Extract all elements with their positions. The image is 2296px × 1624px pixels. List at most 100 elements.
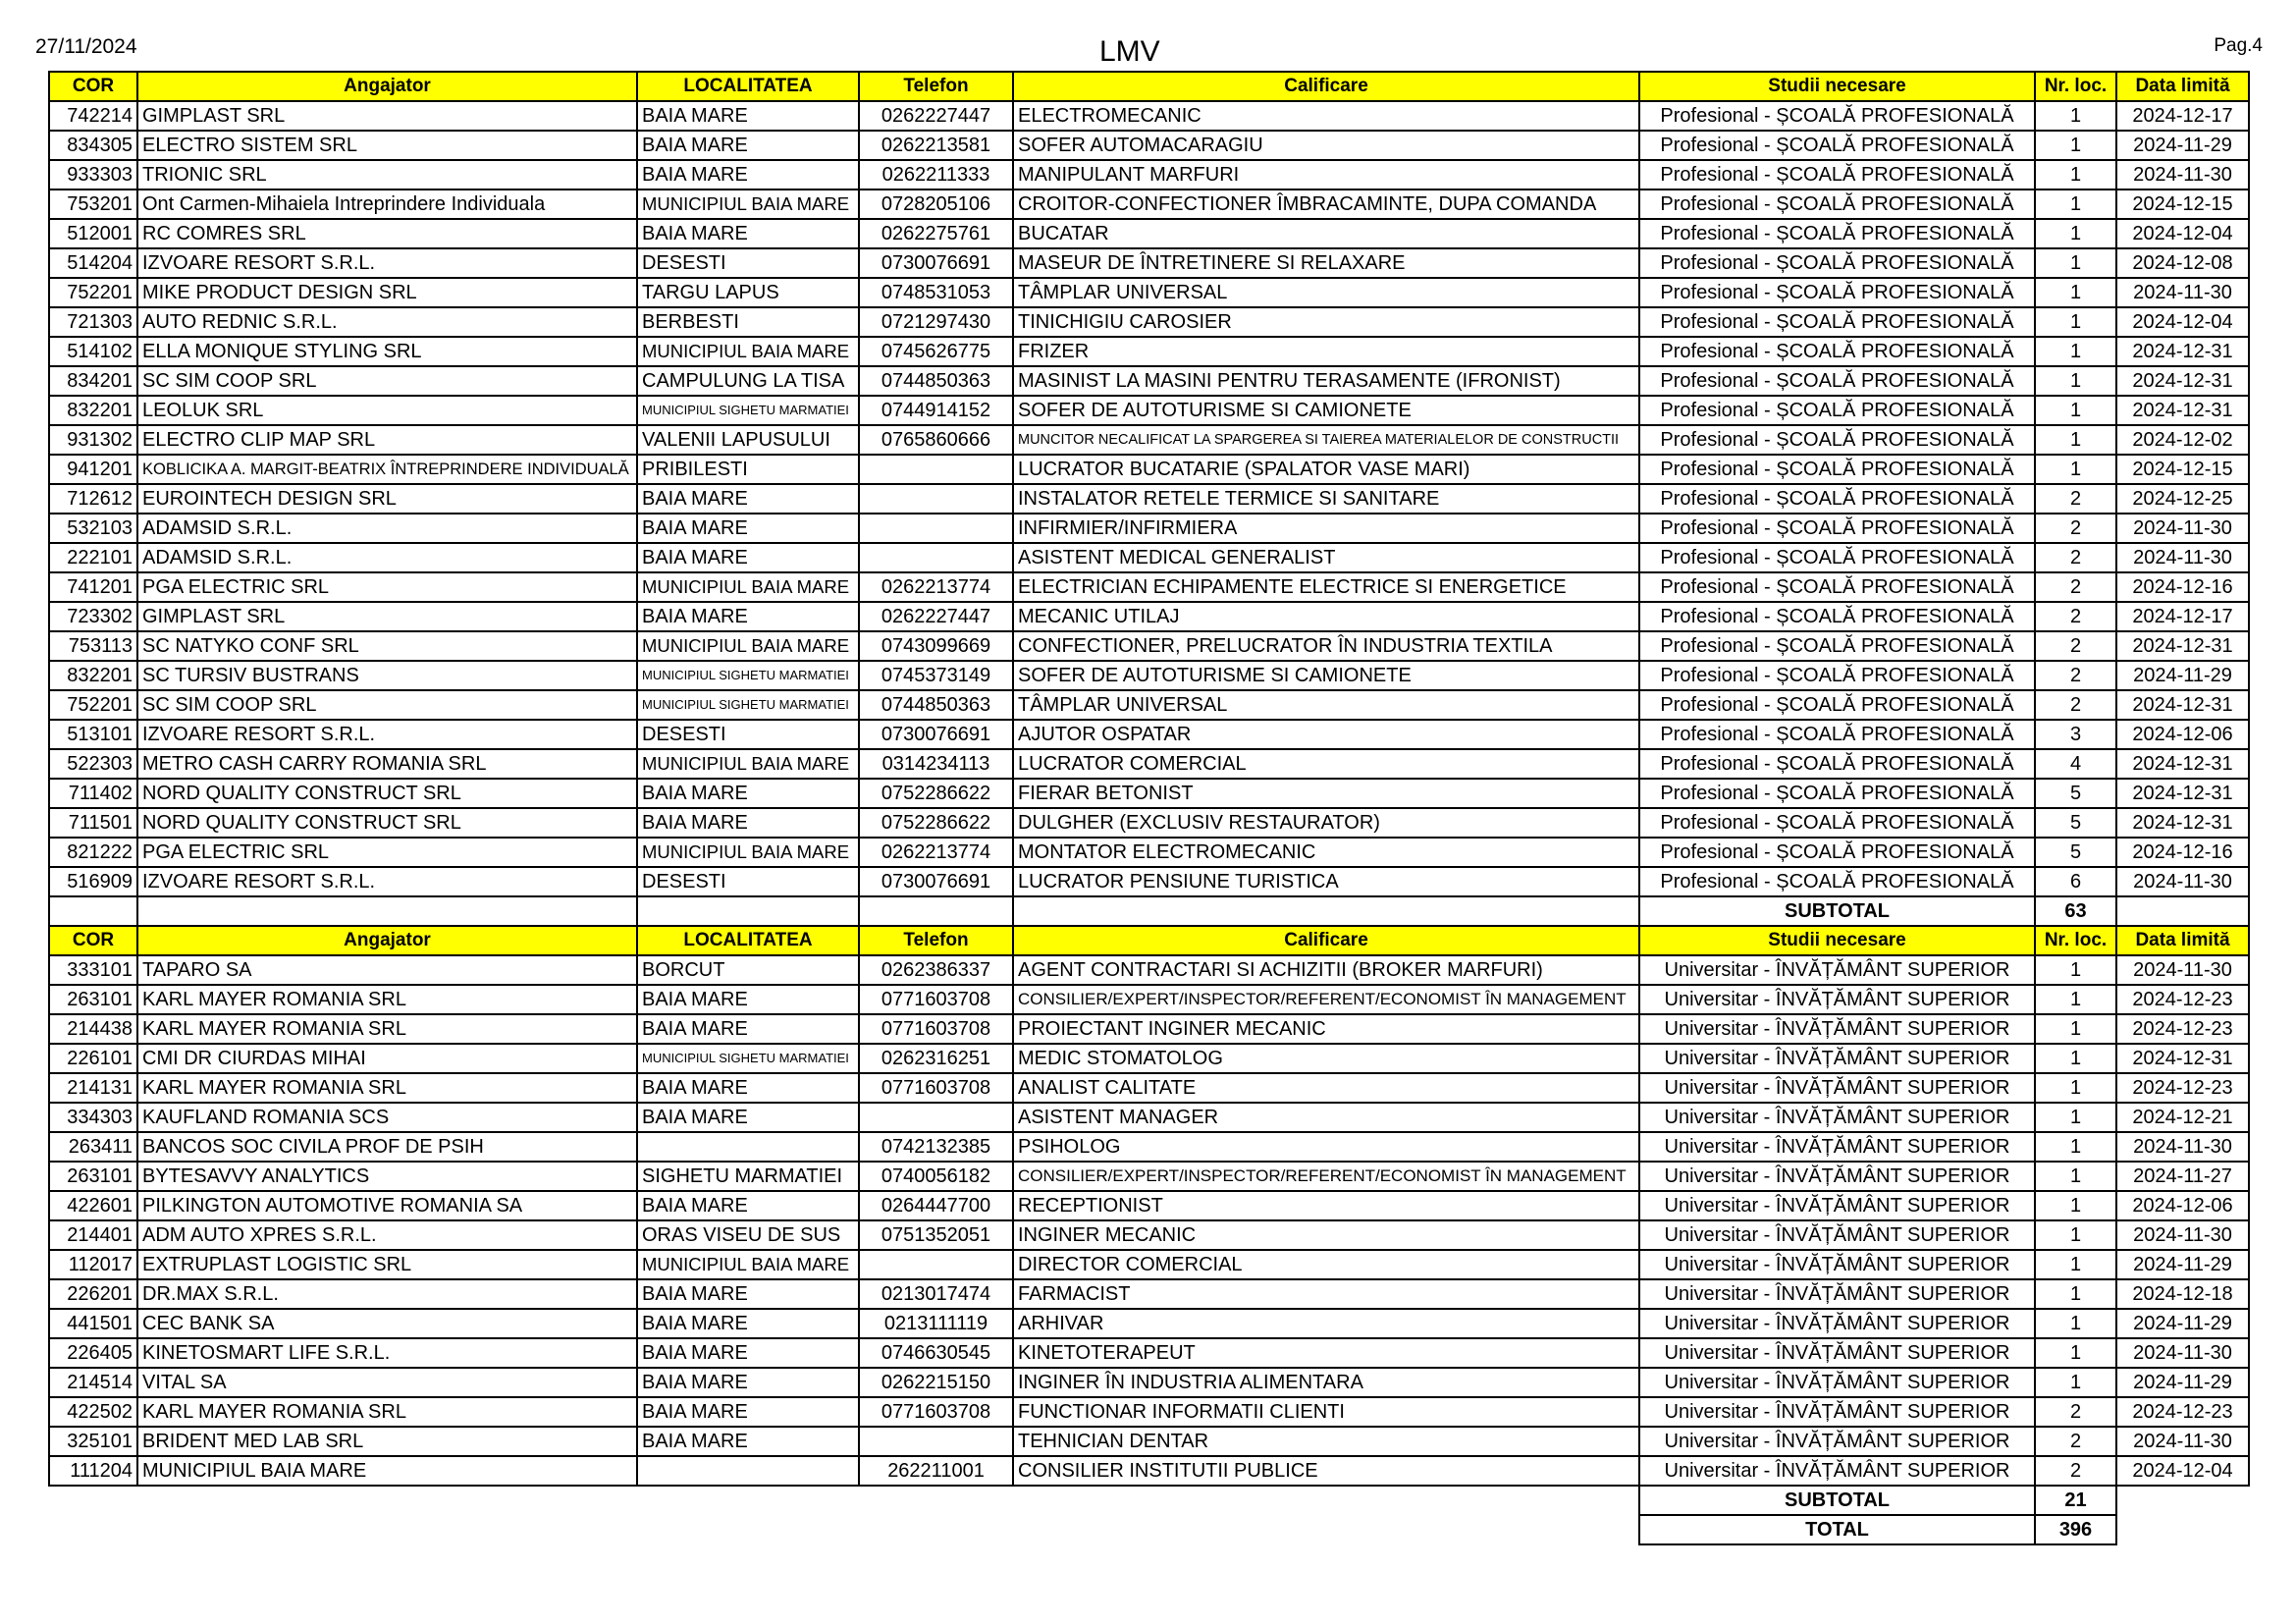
studies-cell: Profesional - ȘCOALĂ PROFESIONALĂ bbox=[1638, 719, 2036, 750]
column-header-deadline: Data limită bbox=[2115, 925, 2250, 956]
employer-cell: KARL MAYER ROMANIA SRL bbox=[136, 1072, 638, 1104]
phone-cell bbox=[858, 1249, 1014, 1280]
qualification-cell: INGINER MECANIC bbox=[1012, 1219, 1640, 1251]
cor-cell: 752201 bbox=[48, 277, 138, 308]
studies-cell: Profesional - ȘCOALĂ PROFESIONALĂ bbox=[1638, 660, 2036, 691]
table-row: 753113 SC NATYKO CONF SRL MUNICIPIUL BAIA … bbox=[48, 630, 2250, 662]
positions-cell: 1 bbox=[2034, 159, 2117, 190]
deadline-cell: 2024-11-27 bbox=[2115, 1161, 2250, 1192]
empty-cell bbox=[137, 1486, 637, 1515]
qualification-cell: LUCRATOR BUCATARIE (SPALATOR VASE MARI) bbox=[1012, 454, 1640, 485]
empty-cell bbox=[636, 895, 860, 927]
phone-cell: 0744850363 bbox=[858, 365, 1014, 397]
qualification-cell: TEHNICIAN DENTAR bbox=[1012, 1426, 1640, 1457]
studies-cell: Universitar - ÎNVĂȚĂMÂNT SUPERIOR bbox=[1638, 1102, 2036, 1133]
locality-cell: BAIA MARE bbox=[636, 601, 860, 632]
column-header-phone: Telefon bbox=[858, 71, 1014, 102]
cor-cell: 834201 bbox=[48, 365, 138, 397]
table-row: 753201 Ont Carmen-Mihaiela Intreprindere … bbox=[48, 189, 2250, 220]
locality-cell: MUNICIPIUL BAIA MARE bbox=[636, 189, 860, 220]
phone-cell bbox=[858, 1426, 1014, 1457]
employer-cell: MUNICIPIUL BAIA MARE bbox=[136, 1455, 638, 1487]
positions-cell: 1 bbox=[2034, 1367, 2117, 1398]
qualification-cell: FARMACIST bbox=[1012, 1278, 1640, 1310]
qualification-cell: TINICHIGIU CAROSIER bbox=[1012, 306, 1640, 338]
studies-cell: Profesional - ȘCOALĂ PROFESIONALĂ bbox=[1638, 306, 2036, 338]
empty-cell bbox=[48, 895, 138, 927]
deadline-cell: 2024-12-23 bbox=[2115, 1396, 2250, 1428]
studies-cell: Universitar - ÎNVĂȚĂMÂNT SUPERIOR bbox=[1638, 1308, 2036, 1339]
qualification-cell: ASISTENT MANAGER bbox=[1012, 1102, 1640, 1133]
phone-cell: 0771603708 bbox=[858, 1072, 1014, 1104]
column-header-locality: LOCALITATEA bbox=[636, 925, 860, 956]
locality-cell: BAIA MARE bbox=[636, 100, 860, 132]
positions-cell: 1 bbox=[2034, 424, 2117, 456]
studies-cell: Universitar - ÎNVĂȚĂMÂNT SUPERIOR bbox=[1638, 1455, 2036, 1487]
column-header-phone: Telefon bbox=[858, 925, 1014, 956]
vacancies-table: COR Angajator LOCALITATEA Telefon Calificare… bbox=[48, 71, 2250, 1545]
studies-cell: Universitar - ÎNVĂȚĂMÂNT SUPERIOR bbox=[1638, 1043, 2036, 1074]
table-row: 514204 IZVOARE RESORT S.R.L. DESESTI 073007… bbox=[48, 247, 2250, 279]
positions-cell: 6 bbox=[2034, 866, 2117, 897]
empty-cell bbox=[637, 1486, 859, 1515]
phone-cell: 0752286622 bbox=[858, 807, 1014, 839]
column-header-employer: Angajator bbox=[136, 925, 638, 956]
deadline-cell: 2024-12-31 bbox=[2115, 365, 2250, 397]
positions-cell: 2 bbox=[2034, 513, 2117, 544]
deadline-cell: 2024-12-31 bbox=[2115, 807, 2250, 839]
phone-cell: 262211001 bbox=[858, 1455, 1014, 1487]
studies-cell: Universitar - ÎNVĂȚĂMÂNT SUPERIOR bbox=[1638, 1190, 2036, 1221]
table-row: 741201 PGA ELECTRIC SRL MUNICIPIUL BAIA MA… bbox=[48, 571, 2250, 603]
employer-cell: KOBLICIKA A. MARGIT-BEATRIX ÎNTREPRINDER… bbox=[136, 454, 638, 485]
deadline-cell: 2024-12-02 bbox=[2115, 424, 2250, 456]
qualification-cell: FUNCTIONAR INFORMATII CLIENTI bbox=[1012, 1396, 1640, 1428]
qualification-cell: LUCRATOR PENSIUNE TURISTICA bbox=[1012, 866, 1640, 897]
phone-cell: 0213017474 bbox=[858, 1278, 1014, 1310]
column-header-cor: COR bbox=[48, 925, 138, 956]
employer-cell: IZVOARE RESORT S.R.L. bbox=[136, 719, 638, 750]
studies-cell: Profesional - ȘCOALĂ PROFESIONALĂ bbox=[1638, 218, 2036, 249]
phone-cell: 0262386337 bbox=[858, 954, 1014, 986]
qualification-cell: CONSILIER INSTITUTII PUBLICE bbox=[1012, 1455, 1640, 1487]
employer-cell: KINETOSMART LIFE S.R.L. bbox=[136, 1337, 638, 1369]
phone-cell: 0730076691 bbox=[858, 866, 1014, 897]
cor-cell: 513101 bbox=[48, 719, 138, 750]
employer-cell: AUTO REDNIC S.R.L. bbox=[136, 306, 638, 338]
qualification-cell: INSTALATOR RETELE TERMICE SI SANITARE bbox=[1012, 483, 1640, 514]
employer-cell: SC SIM COOP SRL bbox=[136, 365, 638, 397]
locality-cell: BAIA MARE bbox=[636, 984, 860, 1015]
qualification-cell: MUNCITOR NECALIFICAT LA SPARGEREA SI TAI… bbox=[1012, 424, 1640, 456]
deadline-cell: 2024-12-18 bbox=[2115, 1278, 2250, 1310]
empty-cell bbox=[1013, 1515, 1639, 1544]
studies-cell: Profesional - ȘCOALĂ PROFESIONALĂ bbox=[1638, 513, 2036, 544]
table-row: 941201 KOBLICIKA A. MARGIT-BEATRIX ÎNTREP… bbox=[48, 454, 2250, 485]
employer-cell: IZVOARE RESORT S.R.L. bbox=[136, 247, 638, 279]
locality-cell: BAIA MARE bbox=[636, 1308, 860, 1339]
employer-cell: NORD QUALITY CONSTRUCT SRL bbox=[136, 807, 638, 839]
phone-cell: 0262227447 bbox=[858, 601, 1014, 632]
cor-cell: 512001 bbox=[48, 218, 138, 249]
positions-cell: 2 bbox=[2034, 571, 2117, 603]
column-header-cor: COR bbox=[48, 71, 138, 102]
total-row: TOTAL 396 bbox=[49, 1514, 2249, 1545]
deadline-cell: 2024-11-30 bbox=[2115, 542, 2250, 573]
positions-cell: 2 bbox=[2034, 1396, 2117, 1428]
studies-cell: Profesional - ȘCOALĂ PROFESIONALĂ bbox=[1638, 365, 2036, 397]
studies-cell: Profesional - ȘCOALĂ PROFESIONALĂ bbox=[1638, 454, 2036, 485]
studies-cell: Universitar - ÎNVĂȚĂMÂNT SUPERIOR bbox=[1638, 1131, 2036, 1163]
qualification-cell: LUCRATOR COMERCIAL bbox=[1012, 748, 1640, 780]
cor-cell: 263411 bbox=[48, 1131, 138, 1163]
locality-cell bbox=[636, 1455, 860, 1487]
qualification-cell: MEDIC STOMATOLOG bbox=[1012, 1043, 1640, 1074]
positions-cell: 1 bbox=[2034, 954, 2117, 986]
employer-cell: ADAMSID S.R.L. bbox=[136, 542, 638, 573]
studies-cell: Profesional - ȘCOALĂ PROFESIONALĂ bbox=[1638, 159, 2036, 190]
phone-cell bbox=[858, 454, 1014, 485]
cor-cell: 514204 bbox=[48, 247, 138, 279]
positions-cell: 2 bbox=[2034, 689, 2117, 721]
locality-cell: ORAS VISEU DE SUS bbox=[636, 1219, 860, 1251]
phone-cell: 0262275761 bbox=[858, 218, 1014, 249]
cor-cell: 752201 bbox=[48, 689, 138, 721]
table-row: 226101 CMI DR CIURDAS MIHAI MUNICIPIUL SIG… bbox=[48, 1043, 2250, 1074]
studies-cell: Profesional - ȘCOALĂ PROFESIONALĂ bbox=[1638, 247, 2036, 279]
